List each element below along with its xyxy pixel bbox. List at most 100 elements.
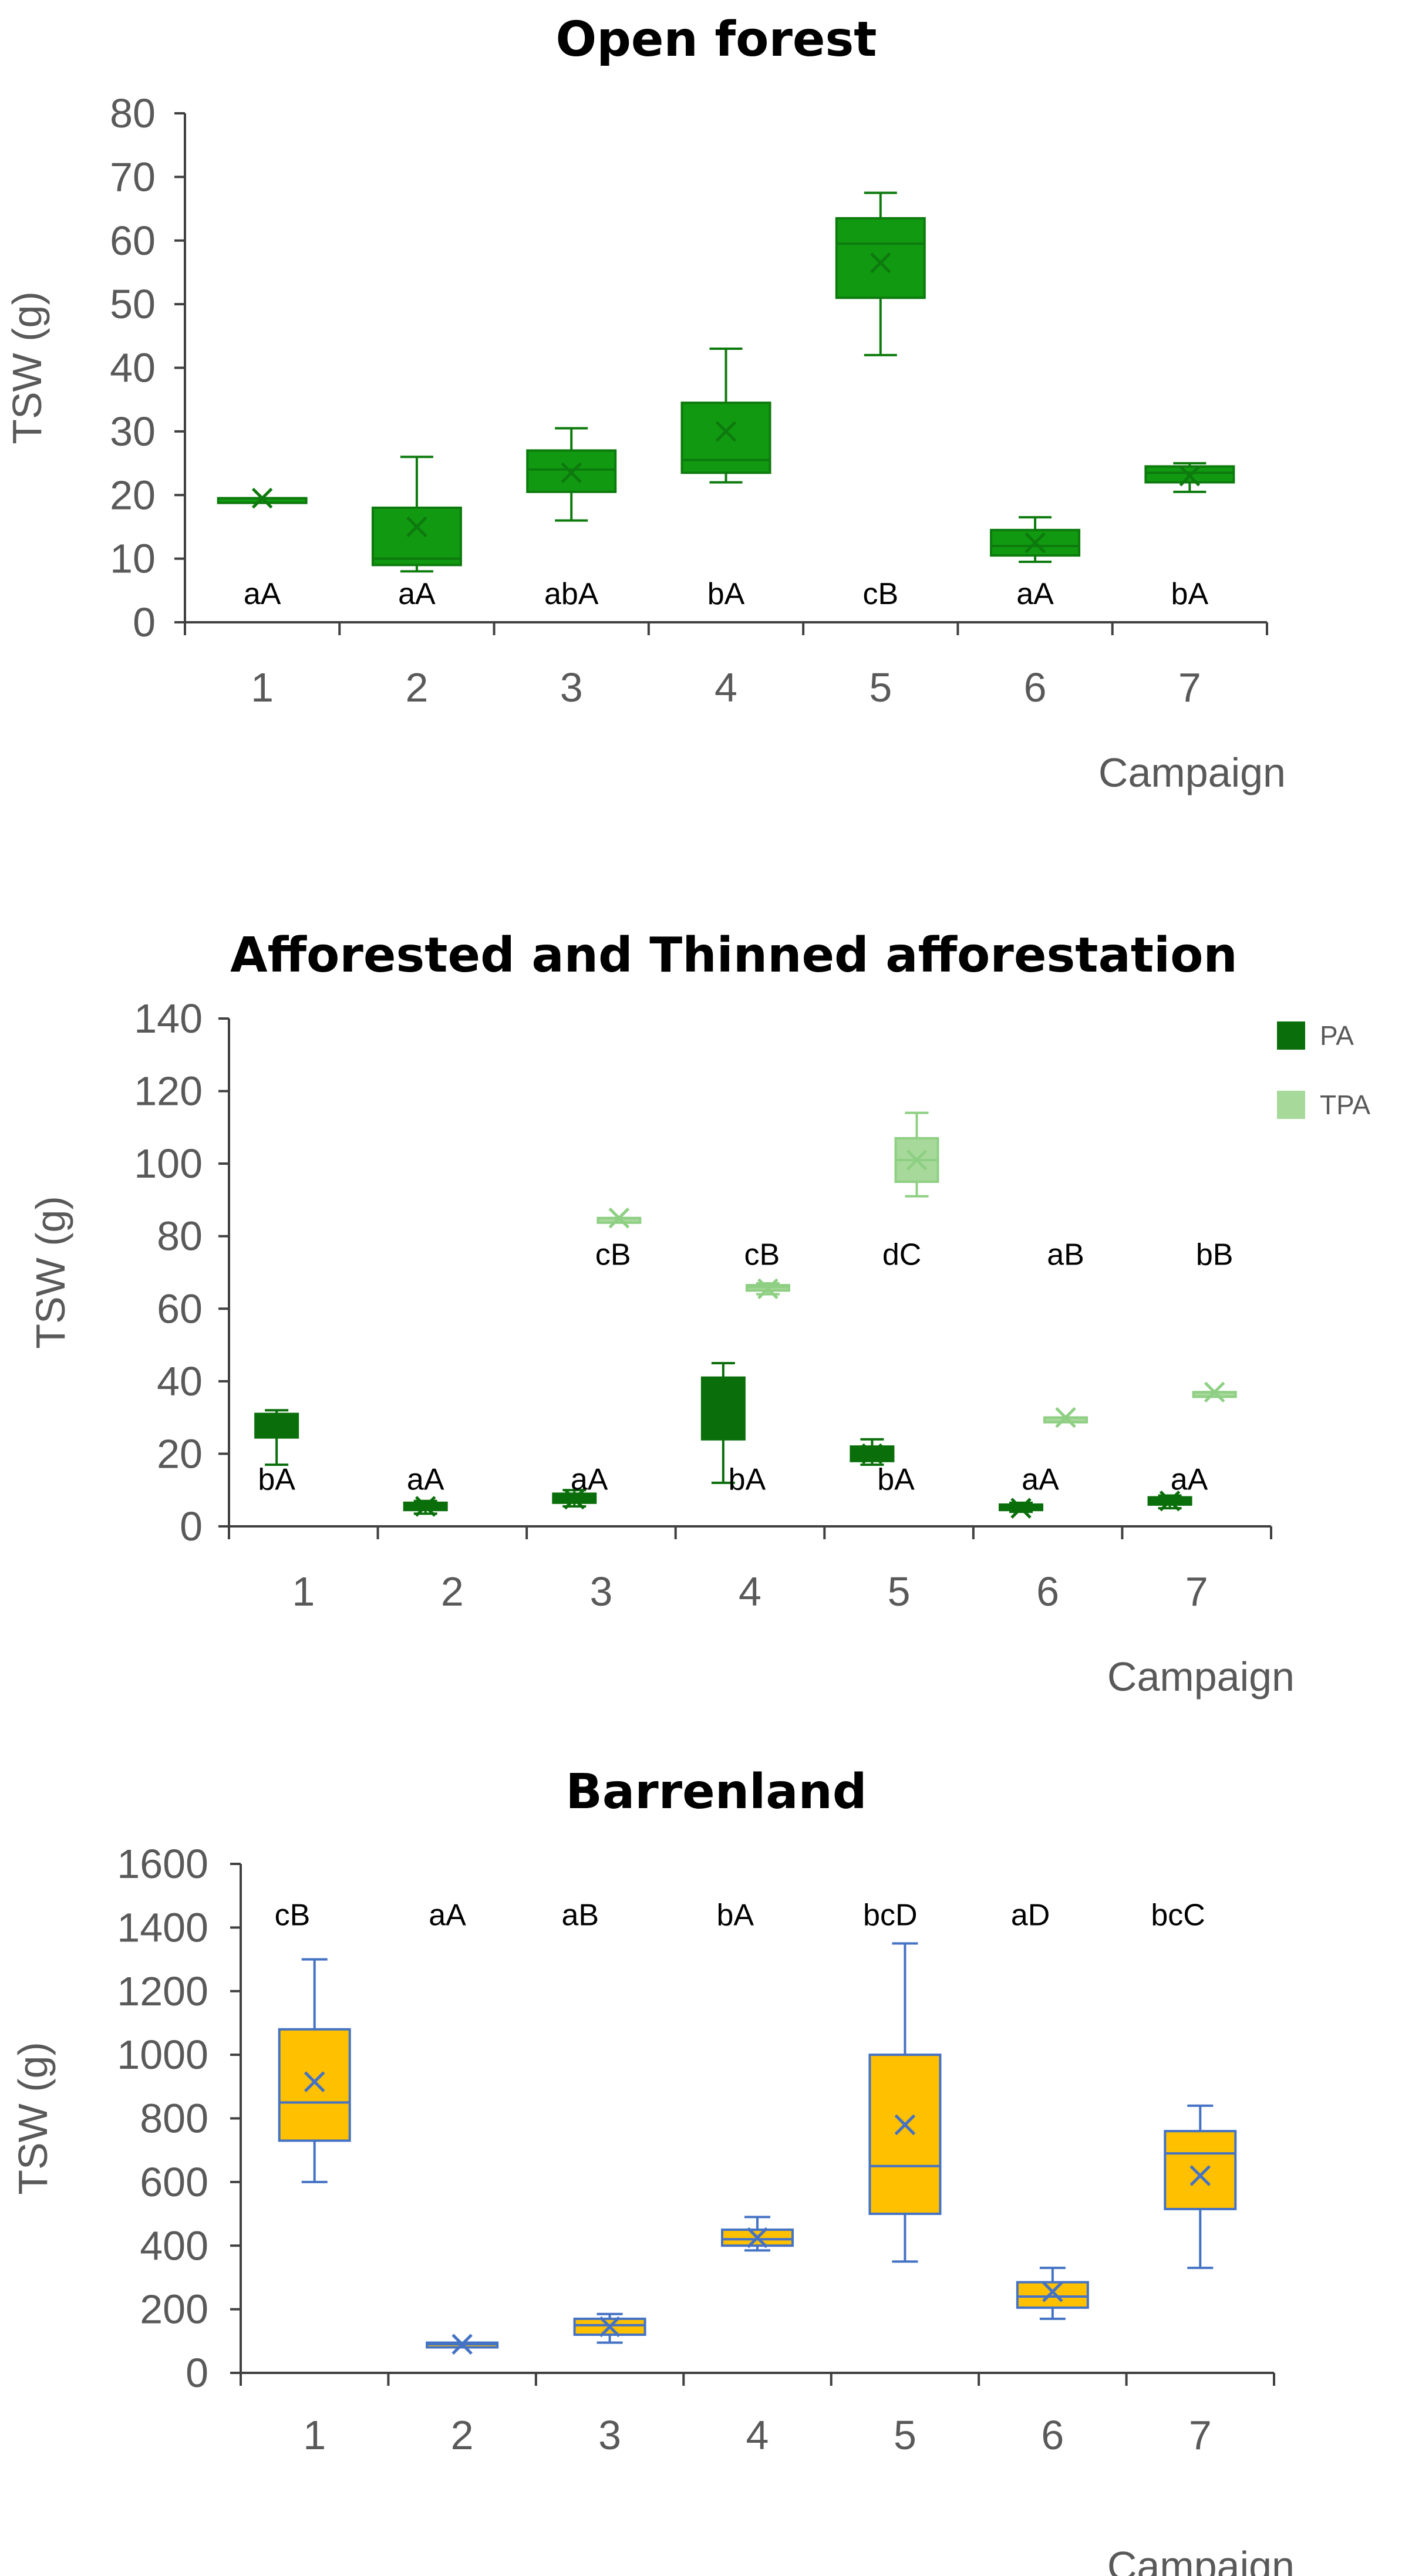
mean-marker	[1159, 1490, 1181, 1512]
x-tick-label: 4	[739, 1569, 761, 1614]
y-tick-label: 10	[110, 536, 156, 582]
x-tick-label: 6	[1041, 2412, 1064, 2458]
significance-letter: bcD	[863, 1899, 917, 1933]
x-tick-label: 5	[894, 2412, 916, 2458]
x-tick-label: 4	[746, 2412, 769, 2458]
y-tick-label: 80	[157, 1213, 203, 1259]
mean-marker	[608, 1208, 630, 1229]
significance-letter: cB	[595, 1238, 631, 1272]
mean-marker	[304, 2071, 325, 2092]
chart-title: Afforested and Thinned afforestation	[230, 928, 1238, 983]
y-tick-label: 0	[133, 599, 156, 645]
box-open-forest-1	[217, 487, 308, 509]
legend-label-tpa: TPA	[1320, 1090, 1370, 1120]
box-body	[278, 2028, 351, 2142]
mean-marker	[1010, 1498, 1032, 1519]
mean-marker	[906, 1149, 928, 1171]
y-tick-label: 20	[110, 472, 156, 518]
box-pa-5	[850, 1438, 895, 1466]
significance-letter: bA	[877, 1463, 915, 1497]
legend-swatch-pa	[1277, 1021, 1305, 1050]
x-axis-label: Campaign	[1107, 2543, 1295, 2576]
box-barrenland-1	[278, 1958, 351, 2183]
chart-panel-1: Open forest 0 10 20 30 40 50 60 70 80 1 2 3 4 5 6 7 Campa…	[4, 12, 1286, 795]
mean-marker	[599, 2316, 621, 2338]
significance-letter: bA	[729, 1463, 766, 1497]
y-tick-label: 0	[186, 2350, 208, 2396]
y-tick-label: 60	[110, 218, 156, 264]
chart-title: Open forest	[555, 12, 877, 68]
x-tick-label: 3	[560, 665, 583, 710]
y-tick-label: 80	[110, 90, 156, 136]
x-tick-label: 1	[292, 1569, 315, 1614]
box-pa-4	[700, 1361, 746, 1484]
y-tick-label: 1600	[117, 1841, 208, 1887]
significance-letter: aA	[571, 1463, 608, 1497]
significance-letter: cB	[744, 1238, 780, 1272]
mean-marker	[1025, 532, 1046, 554]
mean-marker	[1189, 2165, 1211, 2186]
mean-marker	[747, 2227, 768, 2248]
significance-letter: aA	[1022, 1463, 1059, 1497]
significance-letter: aB	[1047, 1238, 1084, 1272]
mean-marker	[894, 2114, 916, 2136]
x-tick-label: 2	[451, 2412, 474, 2458]
y-tick-label: 200	[140, 2287, 208, 2332]
mean-marker	[564, 1488, 585, 1510]
box-open-forest-7	[1144, 462, 1235, 493]
x-axis-label: Campaign	[1098, 750, 1286, 795]
mean-marker	[406, 516, 427, 538]
y-axis-label: TSW (g)	[10, 2042, 56, 2195]
box-barrenland-4	[721, 2216, 794, 2252]
x-tick-label: 2	[441, 1569, 464, 1614]
mean-marker	[1042, 2281, 1063, 2302]
significance-letter: cB	[862, 577, 898, 611]
y-tick-label: 120	[134, 1068, 203, 1114]
chart-title: Barrenland	[565, 1764, 867, 1820]
significance-letter: aD	[1011, 1899, 1050, 1933]
x-tick-label: 6	[1036, 1569, 1059, 1614]
box-barrenland-2	[426, 2334, 499, 2355]
legend-label-pa: PA	[1320, 1020, 1354, 1051]
significance-letter: bA	[716, 1899, 754, 1933]
significance-letter: bA	[258, 1463, 295, 1497]
significance-letter: bB	[1196, 1238, 1234, 1272]
x-tick-label: 1	[251, 665, 274, 710]
box-body	[1016, 2281, 1089, 2309]
x-tick-label: 5	[888, 1569, 911, 1614]
x-tick-label: 7	[1178, 665, 1201, 710]
significance-letter: aA	[1016, 577, 1054, 611]
mean-marker	[1179, 465, 1201, 487]
box-barrenland-7	[1164, 2104, 1237, 2270]
box-barrenland-3	[573, 2312, 646, 2344]
significance-letter: bA	[707, 577, 745, 611]
significance-letter: abA	[544, 577, 599, 611]
chart-panel-3: Barrenland 0 200 400 600 800 1000 1200 1400 1600 1…	[10, 1764, 1295, 2576]
box-body	[1164, 2130, 1237, 2210]
box-body	[700, 1376, 746, 1441]
x-tick-label: 6	[1024, 665, 1047, 710]
legend-swatch-tpa	[1277, 1091, 1305, 1119]
y-tick-label: 400	[140, 2223, 208, 2268]
box-tpa-7	[1192, 1381, 1237, 1403]
y-tick-label: 30	[110, 409, 156, 454]
y-tick-label: 20	[157, 1431, 203, 1476]
y-axis-label: TSW (g)	[4, 291, 50, 444]
box-pa-1	[254, 1409, 299, 1466]
x-tick-label: 2	[405, 665, 428, 710]
y-axis-label: TSW (g)	[28, 1196, 73, 1349]
significance-letter: bA	[1171, 577, 1209, 611]
mean-marker	[861, 1443, 883, 1465]
significance-letter: aB	[561, 1899, 599, 1933]
y-tick-label: 800	[140, 2096, 208, 2142]
y-tick-label: 1400	[117, 1904, 208, 1950]
box-body	[835, 217, 926, 299]
y-tick-label: 40	[157, 1358, 203, 1404]
y-tick-label: 70	[110, 154, 156, 200]
significance-letter: cB	[275, 1899, 311, 1933]
significance-letter: aA	[429, 1899, 466, 1933]
significance-letter: aA	[244, 577, 281, 611]
mean-marker	[715, 421, 737, 442]
box-open-forest-3	[526, 427, 617, 522]
